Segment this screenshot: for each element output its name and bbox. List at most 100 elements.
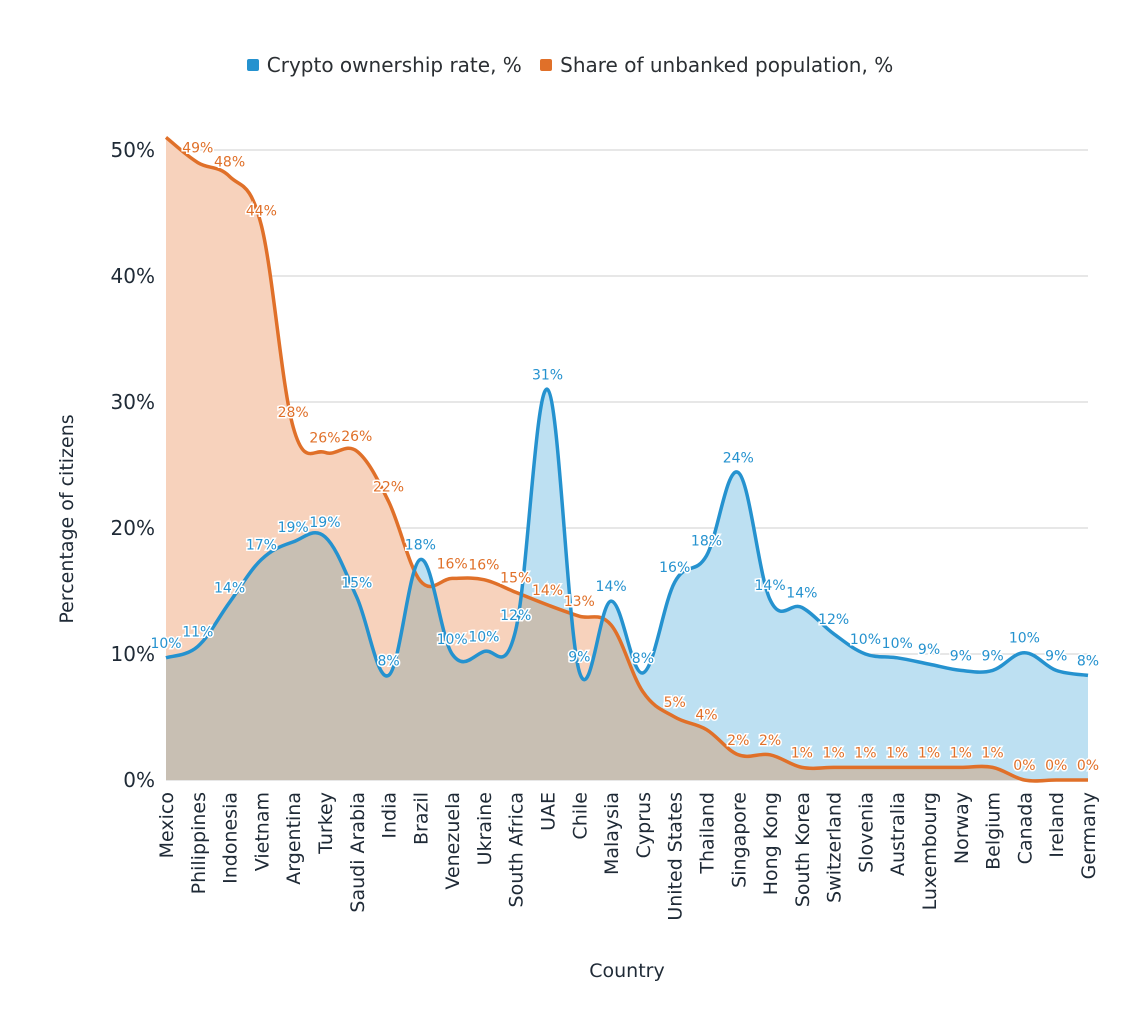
x-tick-label: India xyxy=(379,792,401,839)
x-tick-label: Slovenia xyxy=(855,792,877,873)
x-tick-label: South Africa xyxy=(506,792,528,907)
x-tick-label: South Korea xyxy=(792,792,814,907)
x-tick-label: UAE xyxy=(538,792,560,831)
x-tick-label: Singapore xyxy=(728,792,750,888)
crypto-data-label: 17% xyxy=(246,538,277,554)
x-tick-label: Vietnam xyxy=(251,792,273,871)
x-tick-label: Thailand xyxy=(696,792,718,875)
crypto-data-label: 9% xyxy=(950,648,972,664)
unbanked-data-label: 44% xyxy=(246,204,277,220)
legend-item-unbanked[interactable]: Share of unbanked population, % xyxy=(540,53,893,77)
x-tick-label: Mexico xyxy=(156,792,178,858)
y-tick-label: 50% xyxy=(111,138,155,162)
unbanked-data-label: 1% xyxy=(791,745,813,761)
x-tick-label: Australia xyxy=(887,792,909,876)
x-tick-label: Canada xyxy=(1014,792,1036,864)
y-axis-label: Percentage of citizens xyxy=(56,414,78,623)
crypto-data-label: 14% xyxy=(786,585,817,601)
x-tick-label: Norway xyxy=(951,792,973,864)
crypto-data-label: 15% xyxy=(341,575,372,591)
unbanked-data-label: 15% xyxy=(500,570,531,586)
legend-item-crypto[interactable]: Crypto ownership rate, % xyxy=(246,53,522,77)
crypto-data-label: 31% xyxy=(532,367,563,383)
unbanked-data-label: 1% xyxy=(918,745,940,761)
crypto-data-label: 10% xyxy=(1009,631,1040,647)
unbanked-data-label: 0% xyxy=(1013,758,1035,774)
crypto-data-label: 14% xyxy=(755,578,786,594)
unbanked-data-label: 0% xyxy=(1077,758,1099,774)
chart-legend: Crypto ownership rate, % Share of unbank… xyxy=(0,52,1140,77)
y-tick-label: 20% xyxy=(111,516,155,540)
x-tick-label: Ukraine xyxy=(474,792,496,865)
crypto-data-label: 11% xyxy=(182,624,213,640)
x-tick-label: Argentina xyxy=(283,792,305,885)
y-tick-label: 40% xyxy=(111,264,155,288)
x-tick-label: Ireland xyxy=(1046,792,1068,858)
unbanked-data-label: 1% xyxy=(823,745,845,761)
crypto-data-label: 14% xyxy=(214,580,245,596)
crypto-line[interactable] xyxy=(165,387,1089,682)
unbanked-data-label: 1% xyxy=(982,745,1004,761)
crypto-data-label: 9% xyxy=(982,648,1004,664)
y-tick-label: 0% xyxy=(123,768,155,792)
unbanked-data-label: 1% xyxy=(854,745,876,761)
crypto-data-label: 19% xyxy=(309,515,340,531)
crypto-data-label: 9% xyxy=(1045,648,1067,664)
unbanked-data-label: 5% xyxy=(664,695,686,711)
data-labels: 49%48%44%28%26% 26%22%16% 16%15%14%13%5%4%… xyxy=(149,139,1101,775)
unbanked-data-label: 49% xyxy=(182,141,213,157)
x-tick-label: Luxembourg xyxy=(919,792,941,910)
unbanked-data-label: 26% xyxy=(341,429,372,445)
legend-swatch-unbanked xyxy=(540,59,553,71)
legend-swatch-crypto xyxy=(246,59,259,71)
crypto-data-label: 10% xyxy=(850,632,881,648)
legend-label-crypto: Crypto ownership rate, % xyxy=(266,53,522,77)
crypto-data-label: 10% xyxy=(468,629,499,645)
unbanked-data-label: 13% xyxy=(564,594,595,610)
crypto-data-label: 24% xyxy=(723,451,754,467)
x-tick-label: Chile xyxy=(569,792,591,840)
x-tick-label: Germany xyxy=(1078,792,1100,879)
x-tick-label: Indonesia xyxy=(220,792,242,884)
x-tick-label: Hong Kong xyxy=(760,792,782,895)
unbanked-data-label: 14% xyxy=(532,583,563,599)
unbanked-data-label: 1% xyxy=(886,745,908,761)
crypto-data-label: 9% xyxy=(918,642,940,658)
unbanked-data-label: 16% xyxy=(468,558,499,574)
x-tick-label: Venezuela xyxy=(442,792,464,890)
unbanked-data-label: 4% xyxy=(695,708,717,724)
x-tick-label: Turkey xyxy=(315,792,337,855)
unbanked-data-label: 0% xyxy=(1045,758,1067,774)
y-tick-label: 30% xyxy=(111,390,155,414)
crypto-data-label: 9% xyxy=(568,650,590,666)
unbanked-data-label: 26% xyxy=(309,430,340,446)
y-tick-label: 10% xyxy=(111,642,155,666)
crypto-data-label: 19% xyxy=(278,520,309,536)
unbanked-line[interactable] xyxy=(164,136,1088,783)
x-axis-label: Country xyxy=(589,960,664,982)
x-tick-label: Malaysia xyxy=(601,792,623,875)
x-tick-label: Brazil xyxy=(410,792,432,845)
unbanked-area xyxy=(166,137,1088,782)
crypto-data-label: 16% xyxy=(659,560,690,576)
unbanked-data-label: 2% xyxy=(759,733,781,749)
x-tick-label: Philippines xyxy=(188,792,210,894)
y-axis-ticks: 0% 10% 20% 30% 40% 50% xyxy=(111,138,155,792)
x-tick-label: Saudi Arabia xyxy=(347,792,369,913)
crypto-data-label: 12% xyxy=(818,612,849,628)
x-tick-label: Cyprus xyxy=(633,792,655,858)
unbanked-data-label: 16% xyxy=(437,556,468,572)
crypto-data-label: 10% xyxy=(150,636,181,652)
crypto-data-label: 8% xyxy=(377,653,399,669)
crypto-data-label: 10% xyxy=(437,632,468,648)
legend-label-unbanked: Share of unbanked population, % xyxy=(560,53,894,77)
x-tick-label: Belgium xyxy=(983,792,1005,870)
unbanked-data-label: 22% xyxy=(373,480,404,496)
crypto-data-label: 10% xyxy=(882,636,913,652)
x-tick-label: Switzerland xyxy=(824,792,846,903)
crypto-data-label: 8% xyxy=(632,651,654,667)
unbanked-data-label: 2% xyxy=(727,733,749,749)
crypto-data-label: 8% xyxy=(1077,653,1099,669)
crypto-data-label: 18% xyxy=(691,534,722,550)
